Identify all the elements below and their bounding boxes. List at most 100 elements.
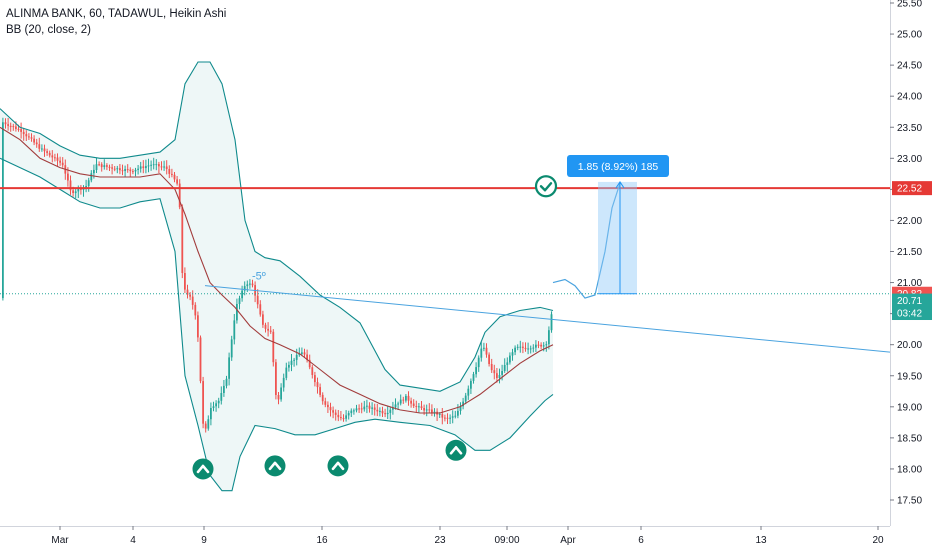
candle-up	[87, 180, 90, 186]
time-axis-bg	[0, 526, 890, 550]
candle-down	[360, 408, 363, 410]
chevron-up-icon	[449, 446, 463, 455]
candle-down	[275, 362, 277, 395]
price-label-box	[892, 181, 932, 196]
time-tick-label: 23	[434, 535, 446, 546]
candle-down	[537, 344, 540, 346]
candle-down	[306, 354, 308, 360]
trendline-angle-label: -5º	[252, 270, 266, 282]
price-label-box	[892, 306, 932, 321]
candle-down	[30, 137, 33, 139]
candle-up	[124, 169, 126, 171]
up-arrow-marker	[192, 458, 214, 480]
candle-down	[204, 423, 207, 429]
time-tick-label: 16	[316, 535, 328, 546]
candle-up	[386, 412, 389, 415]
candle-down	[100, 164, 103, 168]
candle-down	[381, 410, 384, 414]
candle-down	[17, 128, 20, 130]
candle-down	[522, 346, 524, 348]
candle-up	[545, 344, 548, 346]
candle-down	[259, 304, 262, 315]
candle-up	[116, 168, 119, 170]
candle-up	[147, 165, 150, 167]
candle-up	[394, 404, 397, 408]
candle-up	[134, 169, 137, 172]
candle-up	[236, 304, 238, 321]
candle-down	[54, 157, 56, 159]
chart-legend: ALINMA BANK, 60, TADAWUL, Heikin Ashi BB…	[6, 6, 226, 38]
candle-down	[340, 417, 342, 419]
candle-down	[272, 331, 275, 363]
candle-down	[415, 406, 418, 407]
price-label: 20.71	[897, 296, 922, 307]
candle-down	[202, 381, 204, 424]
candle-up	[139, 166, 142, 169]
candle-down	[264, 324, 267, 329]
candle-up	[353, 410, 355, 412]
candle-up	[345, 415, 347, 419]
candle-up	[514, 347, 516, 353]
candle-down	[441, 414, 444, 418]
time-tick-label: 4	[130, 535, 136, 546]
candle-up	[246, 284, 249, 287]
candle-up	[480, 348, 483, 358]
candle-down	[80, 188, 82, 190]
candle-up	[137, 168, 139, 170]
candle-down	[373, 407, 376, 410]
candle-up	[389, 409, 392, 413]
candle-down	[191, 296, 194, 305]
candle-up	[509, 355, 511, 363]
candle-up	[210, 408, 212, 420]
indicator-label: BB (20, close, 2)	[6, 24, 92, 36]
price-tick-label: 24.50	[897, 61, 922, 72]
price-tick-label: 18.00	[897, 464, 922, 475]
chevron-up-icon	[268, 461, 282, 471]
candle-up	[399, 399, 402, 404]
price-tick-label: 25.00	[897, 30, 922, 41]
candle-down	[262, 314, 264, 325]
candle-up	[366, 405, 368, 407]
candle-up	[85, 186, 87, 188]
price-tick-label: 23.50	[897, 123, 922, 134]
candle-down	[329, 407, 332, 411]
candle-down	[493, 370, 496, 374]
candle-up	[405, 395, 407, 401]
candle-down	[108, 166, 111, 168]
candle-up	[418, 406, 420, 408]
candle-up	[217, 400, 220, 404]
candle-down	[48, 152, 51, 156]
candle-up	[475, 367, 477, 375]
candle-down	[384, 413, 386, 415]
candle-down	[121, 170, 124, 172]
candle-down	[7, 124, 9, 126]
candle-down	[181, 207, 184, 273]
candle-down	[269, 330, 272, 332]
candle-down	[277, 395, 280, 400]
symbol-title: ALINMA BANK, 60, TADAWUL, Heikin Ashi	[6, 8, 227, 20]
price-tick-label: 23.00	[897, 154, 922, 165]
up-arrow-marker	[327, 455, 349, 477]
price-tick-label: 22.00	[897, 216, 922, 227]
candle-down	[334, 412, 337, 415]
candle-down	[412, 403, 415, 406]
candle-down	[423, 408, 425, 411]
candle-up	[298, 353, 301, 355]
candle-down	[194, 304, 197, 316]
candle-down	[407, 395, 410, 401]
candle-down	[129, 169, 132, 172]
candle-down	[444, 417, 446, 419]
candle-up	[150, 164, 152, 166]
candle-up	[288, 364, 290, 368]
time-tick-label: 13	[755, 535, 767, 546]
candle-down	[33, 138, 35, 143]
candle-up	[355, 408, 358, 411]
candle-down	[160, 166, 163, 168]
candle-down	[308, 359, 311, 368]
candle-up	[285, 367, 288, 378]
candle-up	[243, 286, 246, 291]
candle-up	[77, 188, 80, 192]
candle-up	[280, 387, 282, 400]
